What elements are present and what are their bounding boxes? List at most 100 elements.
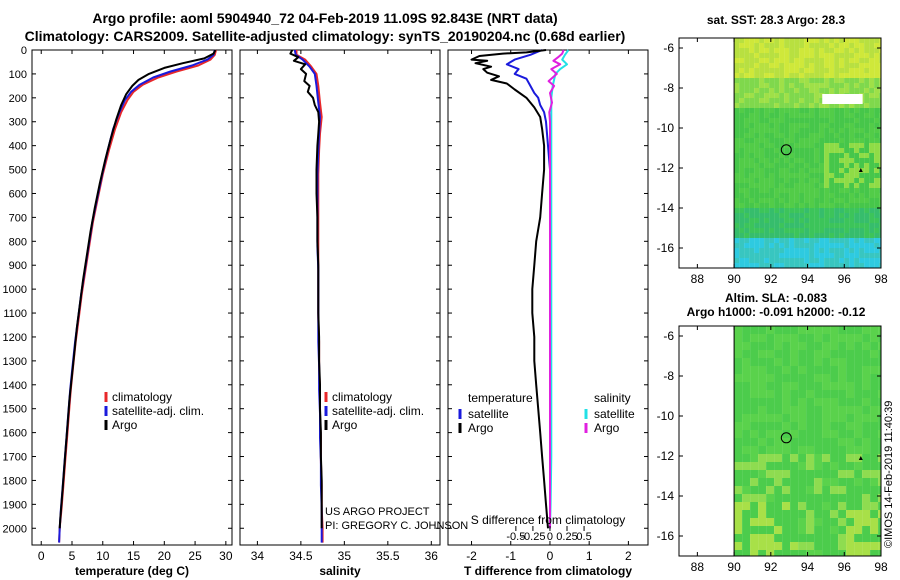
map-cell <box>734 526 743 534</box>
map-cell <box>749 253 755 258</box>
map-cell <box>804 93 810 98</box>
map-cell <box>739 203 745 208</box>
map-cell <box>804 218 810 223</box>
map-cell <box>759 83 765 88</box>
map-cell <box>734 478 743 486</box>
map-cell <box>824 138 830 143</box>
map-cell <box>769 263 775 268</box>
map-cell <box>854 454 863 462</box>
map-cell <box>824 118 830 123</box>
map-y-tick-label: -14 <box>657 201 675 215</box>
map-cell <box>846 358 855 366</box>
map-cell <box>859 108 865 113</box>
map-cell <box>814 454 823 462</box>
map-cell <box>870 478 879 486</box>
map-cell <box>830 502 839 510</box>
map-cell <box>839 248 845 253</box>
map-cell <box>734 243 740 248</box>
map-cell <box>814 518 823 526</box>
map-cell <box>859 198 865 203</box>
map-cell <box>849 168 855 173</box>
map-cell <box>742 462 751 470</box>
map-cell <box>759 253 765 258</box>
map-cell <box>829 233 835 238</box>
map-cell <box>789 103 795 108</box>
map-cell <box>799 243 805 248</box>
map-cell <box>794 73 800 78</box>
map-cell <box>764 163 770 168</box>
map-cell <box>870 534 879 542</box>
map-cell <box>779 188 785 193</box>
map-cell <box>790 526 799 534</box>
map-cell <box>834 73 840 78</box>
map-cell <box>764 243 770 248</box>
map-cell <box>804 63 810 68</box>
map-cell <box>819 253 825 258</box>
map-cell <box>779 203 785 208</box>
map-cell <box>814 486 823 494</box>
map-cell <box>750 454 759 462</box>
map-cell <box>844 73 850 78</box>
map-cell <box>774 93 780 98</box>
map-cell <box>758 494 767 502</box>
map-cell <box>846 478 855 486</box>
map-cell <box>869 253 875 258</box>
map-cell <box>764 98 770 103</box>
map-cell <box>790 342 799 350</box>
map-cell <box>822 398 831 406</box>
s-tick-label: -0.25 <box>520 531 545 543</box>
x-tick-label: 0 <box>547 549 554 563</box>
map-cell <box>750 446 759 454</box>
map-cell <box>839 223 845 228</box>
map-cell <box>750 382 759 390</box>
map-cell <box>824 248 830 253</box>
map-cell <box>824 188 830 193</box>
map-cell <box>834 183 840 188</box>
map-cell <box>809 238 815 243</box>
map-cell <box>862 342 871 350</box>
map-cell <box>784 38 790 43</box>
map-cell <box>739 193 745 198</box>
map-cell <box>849 133 855 138</box>
map-cell <box>830 446 839 454</box>
map-cell <box>814 138 820 143</box>
map-cell <box>794 78 800 83</box>
map-cell <box>854 148 860 153</box>
map-cell <box>774 148 780 153</box>
map-cell <box>806 526 815 534</box>
map-cell <box>819 138 825 143</box>
map-cell <box>819 198 825 203</box>
map-cell <box>854 73 860 78</box>
map-cell <box>750 550 759 556</box>
map-cell <box>878 366 881 374</box>
map-cell <box>869 43 875 48</box>
map-cell <box>879 153 881 158</box>
map-cell <box>750 342 759 350</box>
map-cell <box>784 68 790 73</box>
map-cell <box>864 118 870 123</box>
map-cell <box>759 118 765 123</box>
map-cell <box>739 103 745 108</box>
map-cell <box>824 218 830 223</box>
map-cell <box>874 213 880 218</box>
map-cell <box>854 542 863 550</box>
map-cell <box>839 153 845 158</box>
depth-tick-label: 500 <box>9 165 27 177</box>
map-cell <box>798 382 807 390</box>
map-cell <box>744 163 750 168</box>
map-cell <box>864 168 870 173</box>
map-cell <box>834 193 840 198</box>
map-cell <box>794 63 800 68</box>
map-cell <box>814 358 823 366</box>
map-cell <box>879 193 881 198</box>
map-cell <box>784 163 790 168</box>
map-cell <box>859 83 865 88</box>
map-cell <box>830 454 839 462</box>
map-cell <box>784 228 790 233</box>
map-cell <box>846 446 855 454</box>
map-cell <box>789 68 795 73</box>
map-cell <box>804 183 810 188</box>
map-cell <box>742 438 751 446</box>
map-cell <box>854 430 863 438</box>
map-cell <box>814 213 820 218</box>
